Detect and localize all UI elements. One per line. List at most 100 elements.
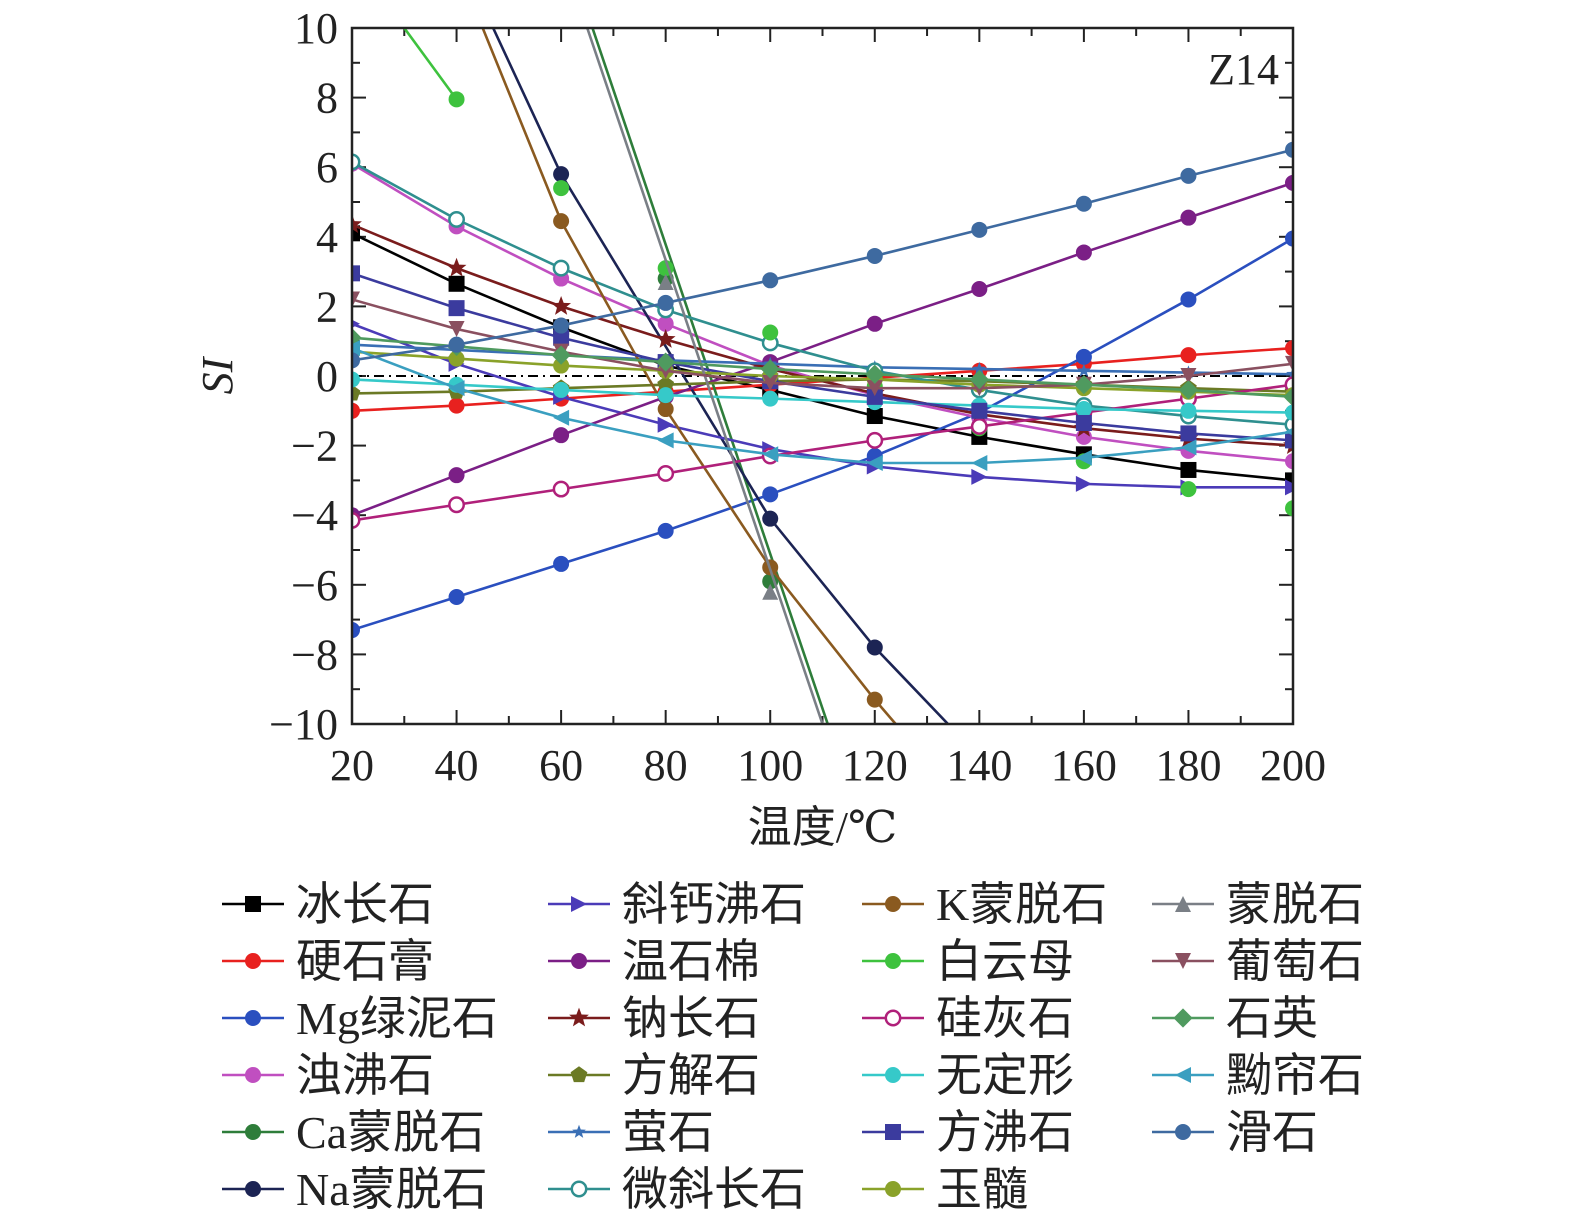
data-point xyxy=(657,432,674,449)
series-3 xyxy=(352,155,1293,470)
y-tick-label: −8 xyxy=(291,630,338,679)
data-point xyxy=(352,352,360,369)
series-16 xyxy=(352,265,1293,449)
series-line xyxy=(352,336,1293,399)
data-point xyxy=(1180,402,1197,419)
y-tick-label: 0 xyxy=(316,352,338,401)
data-point xyxy=(1178,380,1199,400)
series-22 xyxy=(352,141,1293,369)
data-point xyxy=(1075,244,1092,261)
legend-item: Ca蒙脱石 xyxy=(222,1107,485,1158)
data-point xyxy=(1180,209,1197,226)
data-point xyxy=(1285,479,1293,496)
data-point xyxy=(1075,348,1092,365)
data-point xyxy=(1285,174,1293,191)
data-point xyxy=(885,953,901,969)
legend-label: 浊沸石 xyxy=(296,1050,434,1101)
data-point xyxy=(760,359,780,379)
data-point xyxy=(971,221,988,238)
legend-label: Na蒙脱石 xyxy=(296,1164,488,1215)
data-point xyxy=(866,639,883,656)
data-point xyxy=(1175,953,1191,969)
legend-label: 滑石 xyxy=(1226,1107,1318,1158)
data-point xyxy=(352,402,360,419)
data-point xyxy=(1285,340,1293,357)
x-tick-label: 20 xyxy=(330,741,374,790)
data-point xyxy=(762,272,779,289)
data-point xyxy=(762,390,779,407)
series-line xyxy=(352,232,1293,482)
data-point xyxy=(866,315,883,332)
data-point xyxy=(352,371,360,388)
data-point xyxy=(572,1124,586,1138)
y-axis-title: SI xyxy=(193,355,242,394)
data-point xyxy=(352,291,360,308)
data-point xyxy=(762,324,779,341)
data-point xyxy=(1285,404,1293,421)
legend-item: 方沸石 xyxy=(862,1107,1074,1158)
data-point xyxy=(448,336,465,353)
x-axis-title: 温度/℃ xyxy=(748,803,897,852)
data-point xyxy=(866,691,883,708)
data-point xyxy=(245,1124,261,1140)
y-tick-label: −4 xyxy=(291,491,338,540)
legend-item: 斜钙沸石 xyxy=(548,879,806,930)
y-tick-label: −6 xyxy=(291,561,338,610)
y-tick-label: 8 xyxy=(316,74,338,123)
data-point xyxy=(352,340,360,357)
legend-label: 钠长石 xyxy=(622,993,760,1044)
legend-item: 硬石膏 xyxy=(222,936,434,987)
data-point xyxy=(553,381,570,398)
legend-item: K蒙脱石 xyxy=(862,879,1107,930)
data-point xyxy=(970,418,988,435)
data-point xyxy=(657,294,674,311)
data-point xyxy=(569,1007,589,1027)
data-point xyxy=(448,91,465,108)
series-line xyxy=(352,162,1293,463)
x-tick-label: 40 xyxy=(435,741,479,790)
legend-item: 玉髓 xyxy=(862,1164,1028,1215)
data-point xyxy=(553,317,570,334)
data-point xyxy=(884,1009,902,1027)
data-point xyxy=(553,329,570,346)
data-point xyxy=(352,225,360,242)
data-point xyxy=(1075,401,1092,418)
data-point xyxy=(553,213,570,230)
data-point xyxy=(1075,475,1092,492)
legend-label: 黝帘石 xyxy=(1226,1050,1364,1101)
data-point xyxy=(885,1067,901,1083)
x-tick-label: 140 xyxy=(946,741,1012,790)
data-point xyxy=(1175,896,1191,912)
y-tick-label: 2 xyxy=(316,282,338,331)
data-point xyxy=(1180,461,1197,478)
legend-item: 无定形 xyxy=(862,1050,1074,1101)
data-point xyxy=(245,1067,261,1083)
legend-item: 硅灰石 xyxy=(862,993,1074,1044)
data-point xyxy=(553,357,570,374)
plot-frame xyxy=(350,26,1295,726)
data-point xyxy=(1075,195,1092,212)
legend-item: 萤石 xyxy=(548,1107,714,1158)
legend-item: Na蒙脱石 xyxy=(222,1164,488,1215)
data-point xyxy=(352,153,361,171)
x-tick-label: 80 xyxy=(644,741,688,790)
data-point xyxy=(865,364,885,384)
data-point xyxy=(1180,481,1197,498)
legend-label: 无定形 xyxy=(936,1050,1074,1101)
series-line xyxy=(352,378,1293,414)
data-point xyxy=(657,401,674,418)
legend-label: 温石棉 xyxy=(622,936,760,987)
data-point xyxy=(762,374,779,391)
data-point xyxy=(969,369,989,390)
data-point xyxy=(1285,432,1293,449)
legend-label: 方沸石 xyxy=(936,1107,1074,1158)
legend-label: 石英 xyxy=(1226,993,1318,1044)
series-line xyxy=(352,350,1293,397)
series-line xyxy=(352,237,1293,632)
legend-label: 硬石膏 xyxy=(296,936,434,987)
data-point xyxy=(655,329,676,348)
data-point xyxy=(1180,368,1197,384)
y-tick-label: −10 xyxy=(269,700,338,749)
data-point xyxy=(553,409,570,426)
data-point xyxy=(1180,439,1197,456)
